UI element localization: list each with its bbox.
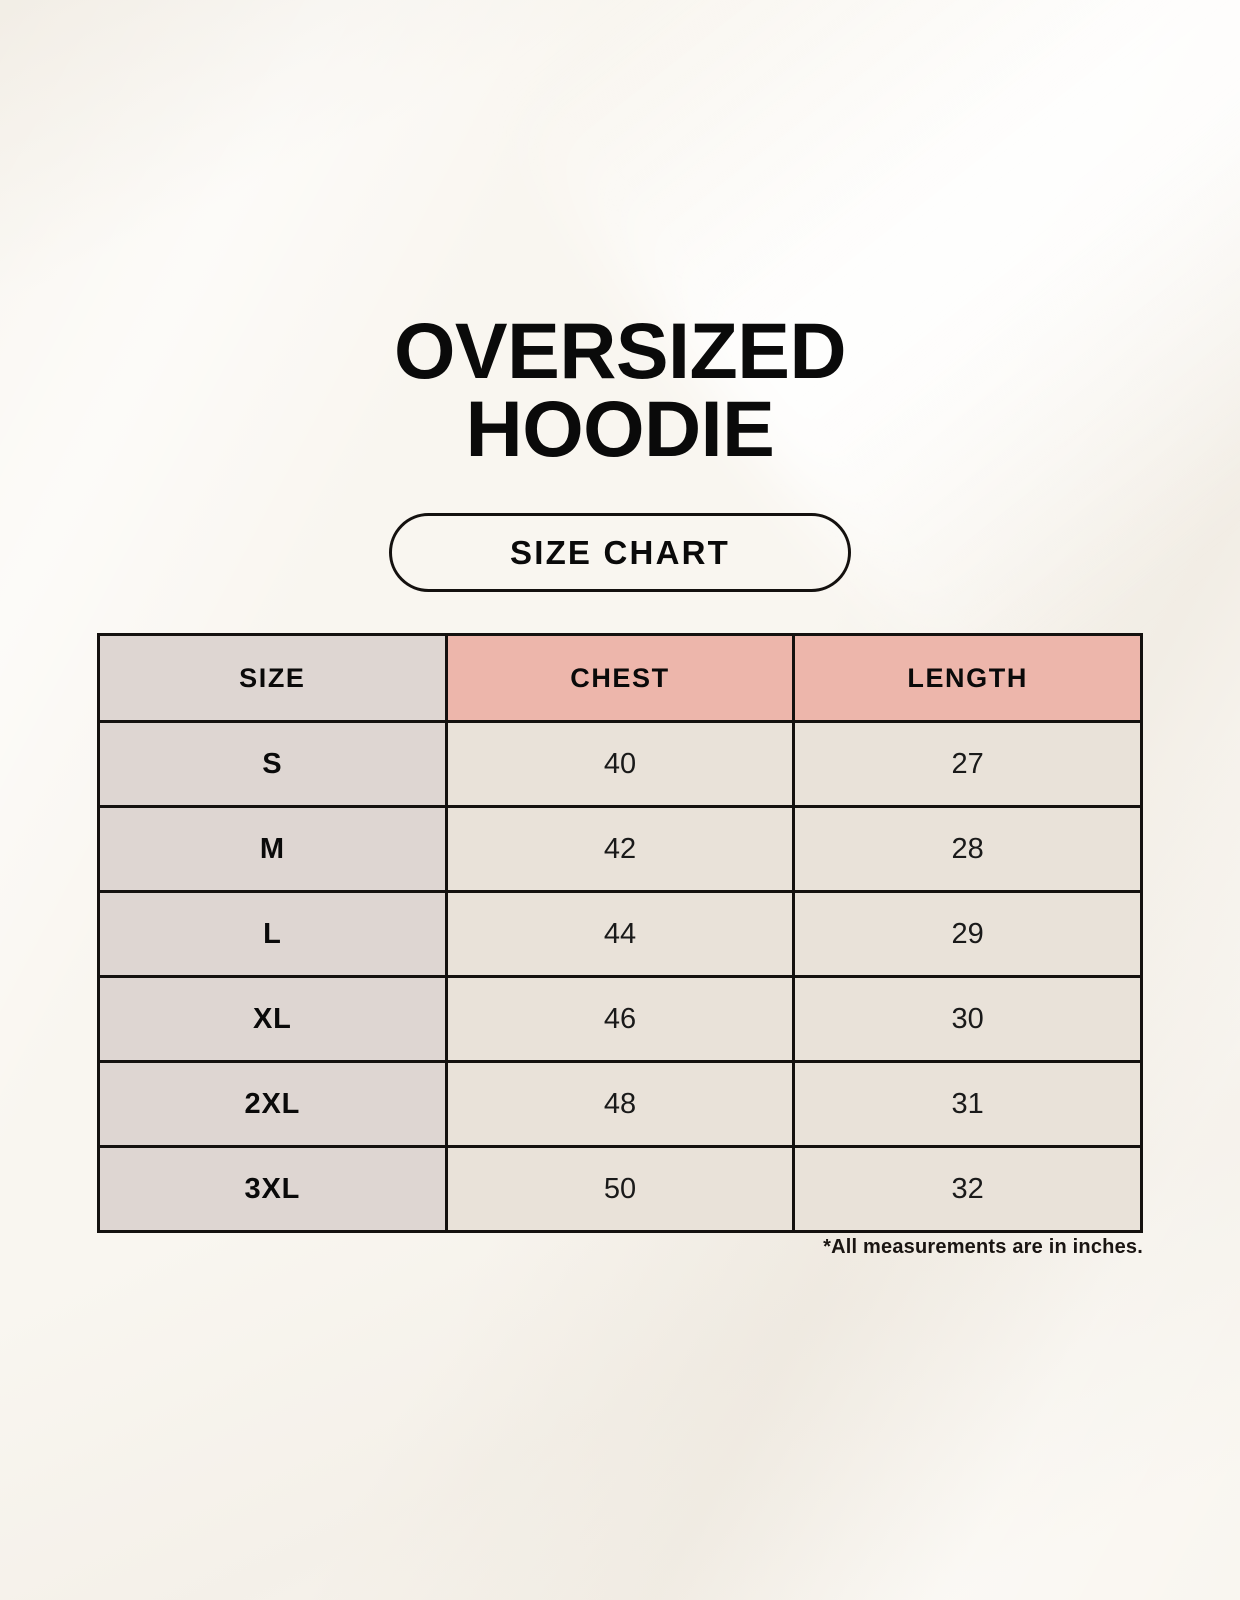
table-row: 2XL 48 31 [97,1060,1143,1148]
cell-size: S [97,720,448,808]
table-row: M 42 28 [97,805,1143,893]
size-chart-badge-label: SIZE CHART [510,533,730,571]
table-row: L 44 29 [97,890,1143,978]
cell-chest: 44 [444,890,796,978]
cell-length: 32 [792,1145,1143,1233]
table-header-row: SIZE CHEST LENGTH [97,633,1143,723]
column-header-chest: CHEST [444,633,796,723]
cell-chest: 42 [444,805,796,893]
cell-length: 29 [792,890,1143,978]
cell-chest: 50 [444,1145,796,1233]
table-header: SIZE CHEST LENGTH [97,633,1143,723]
cell-length: 28 [792,805,1143,893]
cell-chest: 40 [444,720,796,808]
column-header-length: LENGTH [792,633,1143,723]
table-row: XL 46 30 [97,975,1143,1063]
size-chart-table: SIZE CHEST LENGTH S 40 27 M 42 28 L [97,633,1143,1233]
size-table-container: SIZE CHEST LENGTH S 40 27 M 42 28 L [97,633,1143,1233]
cell-size: 2XL [97,1060,448,1148]
title-block: OVERSIZED HOODIE [0,306,1240,473]
table-row: S 40 27 [97,720,1143,808]
cell-size: 3XL [97,1145,448,1233]
cell-length: 31 [792,1060,1143,1148]
column-header-size: SIZE [97,633,448,723]
cell-size: M [97,805,448,893]
cell-chest: 46 [444,975,796,1063]
badge-block: SIZE CHART [0,513,1240,592]
table-row: 3XL 50 32 [97,1145,1143,1233]
cell-size: L [97,890,448,978]
cell-length: 27 [792,720,1143,808]
size-chart-badge: SIZE CHART [389,513,851,592]
table-body: S 40 27 M 42 28 L 44 29 XL 46 30 [97,720,1143,1233]
page-title: OVERSIZED HOODIE [393,306,847,473]
cell-length: 30 [792,975,1143,1063]
measurements-footnote: *All measurements are in inches. [823,1236,1143,1258]
cell-size: XL [97,975,448,1063]
cell-chest: 48 [444,1060,796,1148]
